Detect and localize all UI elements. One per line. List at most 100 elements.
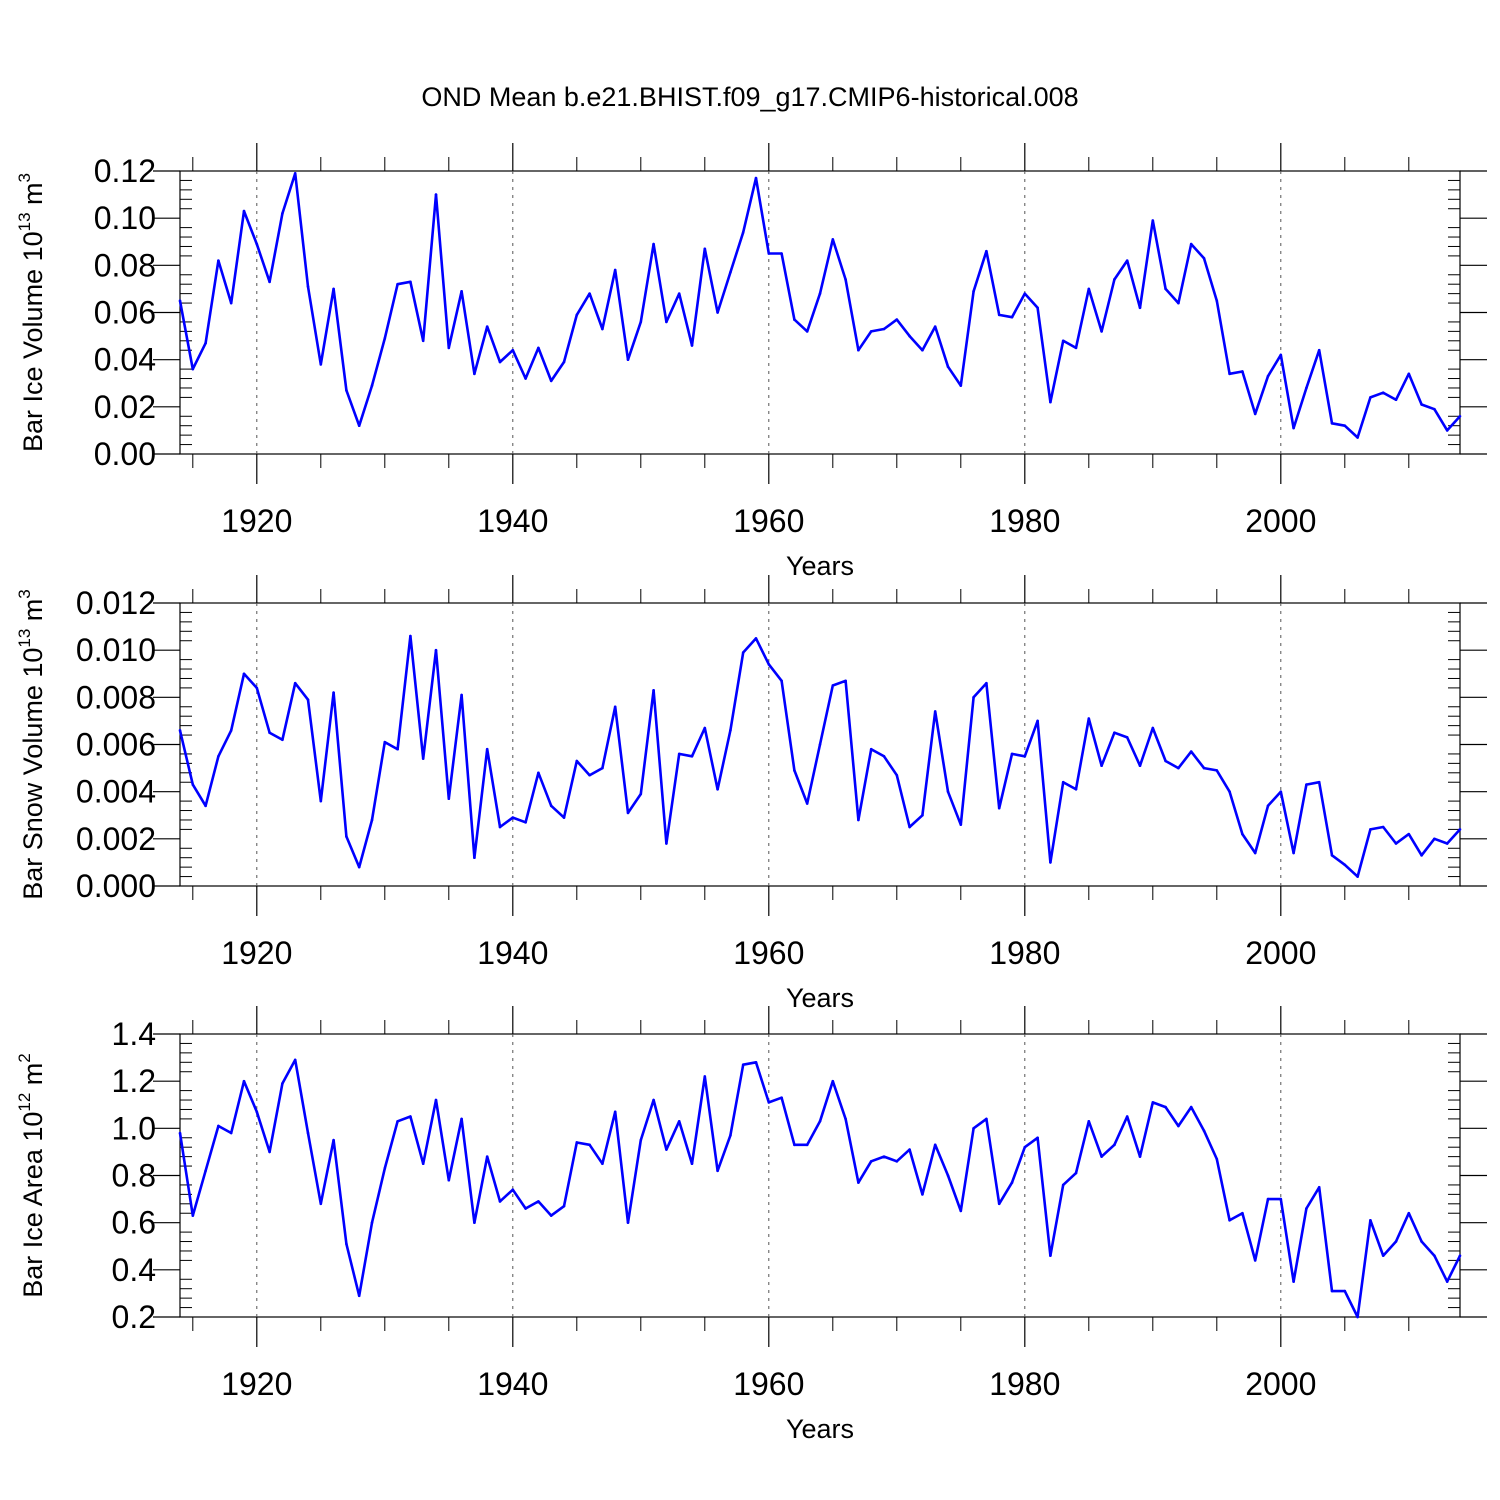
panel-ice-area: 1920 1940 1960 1980 2000 0.2 0.4 0.6 0.8 1.0 1.2 1.… bbox=[15, 1006, 1487, 1444]
snow-volume-data-point bbox=[844, 679, 847, 683]
ice-area-data-point bbox=[1113, 1143, 1116, 1147]
ice-area-x-axis-label: Years bbox=[786, 1414, 854, 1444]
ice-area-data-point bbox=[716, 1169, 719, 1173]
ice-volume-data-point bbox=[1292, 426, 1295, 430]
ice-volume-data-point bbox=[575, 313, 579, 317]
snow-volume-data-point bbox=[831, 684, 835, 687]
ice-volume-data-point bbox=[242, 209, 246, 213]
snow-volume-data-point bbox=[985, 681, 988, 685]
ice-volume-data-point bbox=[1433, 407, 1436, 411]
snow-volume-data-point bbox=[1074, 788, 1078, 791]
snow-volume-data-point bbox=[549, 804, 553, 808]
ice-area-series-line bbox=[178, 1058, 1462, 1319]
snow-volume-data-point bbox=[882, 754, 886, 758]
ice-area-data-point bbox=[332, 1138, 335, 1142]
ice-volume-data-point bbox=[793, 318, 796, 321]
snow-volume-data-point bbox=[217, 754, 220, 758]
ice-volume-data-point bbox=[741, 231, 745, 234]
snow-volume-data-point bbox=[818, 743, 822, 746]
snow-volume-data-point bbox=[357, 865, 361, 869]
ice-area-data-point bbox=[575, 1141, 579, 1144]
snow-volume-data-point bbox=[690, 754, 694, 758]
ice-volume-data-point bbox=[1036, 306, 1039, 310]
ice-area-data-point bbox=[1138, 1155, 1142, 1158]
ice-volume-data-point bbox=[1394, 398, 1398, 402]
snow-volume-data-point bbox=[1113, 731, 1116, 735]
ice-area-data-point bbox=[537, 1200, 540, 1203]
ice-volume-data-point bbox=[1189, 242, 1193, 246]
ice-volume-y-tick-label: 0.12 bbox=[94, 153, 156, 189]
ice-area-data-point bbox=[421, 1162, 425, 1166]
ice-volume-data-point bbox=[1100, 330, 1103, 333]
ice-volume-data-point bbox=[191, 367, 195, 371]
ice-volume-data-point bbox=[1074, 346, 1078, 350]
snow-volume-data-point bbox=[601, 766, 604, 770]
ice-area-data-point bbox=[1317, 1185, 1321, 1189]
snow-volume-data-point bbox=[1010, 752, 1014, 756]
ice-area-data-point bbox=[588, 1143, 591, 1147]
ice-area-data-point bbox=[434, 1098, 438, 1102]
ice-area-data-point bbox=[1100, 1155, 1103, 1158]
ice-area-data-point bbox=[242, 1079, 246, 1083]
snow-volume-data-point bbox=[1279, 790, 1283, 793]
ice-volume-data-point bbox=[601, 327, 604, 331]
ice-volume-data-point bbox=[690, 344, 694, 347]
ice-area-y-tick-label: 1.0 bbox=[112, 1110, 156, 1146]
snow-volume-y-tick-label: 0.010 bbox=[76, 632, 156, 668]
snow-volume-x-tick-label: 1960 bbox=[733, 935, 804, 971]
ice-volume-data-point bbox=[268, 280, 271, 284]
ice-area-data-point bbox=[1049, 1254, 1052, 1257]
ice-volume-data-point bbox=[1305, 386, 1308, 390]
ice-volume-data-point bbox=[882, 327, 886, 331]
snow-volume-data-point bbox=[1305, 783, 1308, 786]
snow-volume-data-point bbox=[562, 816, 566, 819]
ice-area-data-point bbox=[985, 1117, 988, 1121]
ice-area-data-point bbox=[485, 1155, 489, 1158]
snow-volume-data-point bbox=[1023, 754, 1027, 758]
snow-volume-data-point bbox=[1151, 726, 1155, 730]
ice-area-data-point bbox=[1369, 1219, 1372, 1222]
snow-volume-data-point bbox=[319, 799, 323, 803]
snow-volume-data-point bbox=[729, 729, 732, 732]
snow-volume-data-point bbox=[1125, 736, 1129, 739]
snow-volume-data-point bbox=[242, 672, 246, 676]
ice-area-data-point bbox=[1292, 1280, 1295, 1283]
ice-volume-data-point bbox=[383, 337, 387, 340]
snow-volume-y-tick-label: 0.002 bbox=[76, 821, 156, 857]
ice-area-data-point bbox=[895, 1160, 899, 1163]
ice-volume-data-point bbox=[1266, 374, 1270, 378]
ice-volume-data-point bbox=[447, 346, 451, 350]
snow-volume-data-point bbox=[1202, 766, 1206, 770]
ice-area-data-point bbox=[972, 1127, 975, 1130]
snow-volume-data-point bbox=[921, 813, 924, 817]
ice-area-data-point bbox=[1330, 1289, 1334, 1293]
ice-volume-data-point bbox=[652, 242, 655, 246]
snow-volume-data-point bbox=[1266, 804, 1270, 808]
ice-volume-data-point bbox=[1023, 292, 1027, 295]
ice-volume-data-point bbox=[537, 346, 540, 350]
ice-volume-data-point bbox=[204, 341, 207, 345]
ice-area-data-point bbox=[793, 1143, 796, 1147]
ice-area-data-point bbox=[921, 1193, 924, 1196]
snow-volume-y-tick-label: 0.000 bbox=[76, 868, 156, 904]
snow-volume-data-point bbox=[345, 835, 348, 838]
snow-volume-data-point bbox=[383, 740, 387, 744]
ice-volume-data-point bbox=[319, 363, 323, 366]
snow-volume-data-point bbox=[1228, 790, 1231, 793]
snow-volume-data-point bbox=[421, 757, 425, 760]
ice-volume-data-point bbox=[1445, 429, 1449, 432]
ice-area-data-point bbox=[1036, 1136, 1039, 1140]
snow-volume-data-point bbox=[1317, 780, 1321, 784]
ice-area-data-point bbox=[869, 1160, 873, 1163]
ice-area-x-tick-label: 1980 bbox=[989, 1366, 1060, 1402]
ice-volume-x-tick-label: 1980 bbox=[989, 503, 1060, 539]
snow-volume-data-point bbox=[793, 769, 796, 772]
ice-area-data-point bbox=[511, 1188, 515, 1191]
ice-area-x-tick-label: 2000 bbox=[1245, 1366, 1316, 1402]
ice-area-data-point bbox=[498, 1200, 502, 1203]
snow-volume-data-point bbox=[1458, 828, 1462, 831]
snow-volume-data-point bbox=[485, 747, 489, 751]
ice-volume-data-point bbox=[1061, 339, 1065, 343]
ice-volume-y-tick-label: 0.02 bbox=[94, 389, 156, 425]
